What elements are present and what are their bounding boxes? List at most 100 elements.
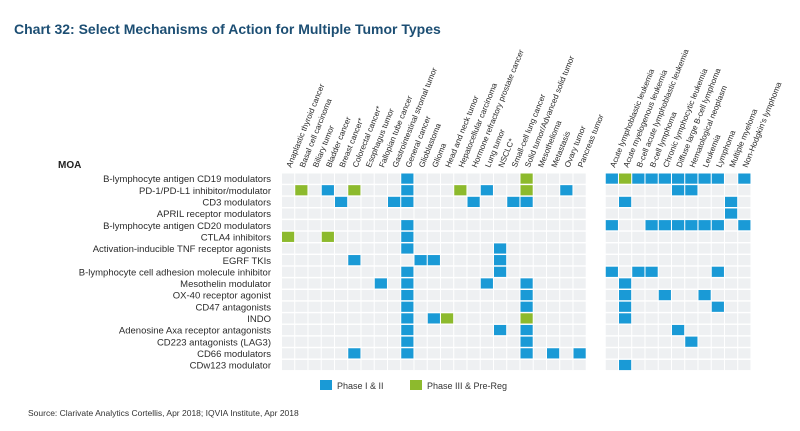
heatmap-cell-empty [547, 243, 560, 254]
heatmap-cell-empty [321, 208, 334, 219]
heatmap-cell-empty [547, 290, 560, 301]
heatmap-cell-empty [672, 348, 685, 359]
heatmap-cell-empty [658, 278, 671, 289]
heatmap-cell-empty [698, 255, 711, 266]
heatmap-cell-empty [725, 278, 738, 289]
heatmap-cell-empty [335, 336, 348, 347]
heatmap-cell-empty [494, 313, 507, 324]
heatmap-cell-filled [494, 324, 507, 336]
heatmap-cell-filled [711, 220, 724, 231]
heatmap-cell-empty [560, 301, 573, 312]
heatmap-cell-empty [711, 196, 724, 207]
heatmap-cell-empty [725, 231, 738, 242]
heatmap-cell-empty [573, 243, 586, 254]
heatmap-cell-empty [685, 290, 698, 301]
heatmap-cell-empty [361, 173, 374, 184]
heatmap-cell-empty [632, 324, 645, 336]
heatmap-cell-empty [605, 278, 618, 289]
heatmap-cell-empty [282, 196, 295, 207]
heatmap-cell-filled [685, 220, 698, 231]
heatmap-cell-empty [361, 324, 374, 336]
heatmap-cell-empty [335, 266, 348, 277]
heatmap-cell-empty [467, 185, 480, 196]
heatmap-cell-empty [427, 185, 440, 196]
heatmap-cell-empty [507, 231, 520, 242]
row-label: B-lymphocyte antigen CD19 modulators [103, 174, 271, 185]
heatmap-cell-filled [698, 173, 711, 184]
heatmap-cell-filled [658, 220, 671, 231]
heatmap-cell-empty [507, 173, 520, 184]
heatmap-cell-empty [658, 208, 671, 219]
heatmap-cell-empty [507, 324, 520, 336]
heatmap-cell-empty [467, 173, 480, 184]
heatmap-cell-empty [685, 266, 698, 277]
heatmap-cell-empty [295, 266, 308, 277]
heatmap-cell-filled [401, 278, 414, 289]
heatmap-cell-filled [520, 290, 533, 301]
heatmap-cell-empty [645, 336, 658, 347]
heatmap-cell-filled [520, 185, 533, 196]
heatmap-cell-empty [282, 185, 295, 196]
heatmap-cell-filled [321, 231, 334, 242]
heatmap-cell-empty [321, 278, 334, 289]
heatmap-cell-empty [547, 173, 560, 184]
heatmap-cell-empty [738, 348, 751, 359]
heatmap-cell-empty [738, 196, 751, 207]
heatmap-cell-empty [480, 359, 493, 371]
heatmap-cell-empty [454, 359, 467, 371]
heatmap-cell-empty [427, 301, 440, 312]
heatmap-cell-filled [605, 173, 618, 184]
heatmap-cell-empty [427, 196, 440, 207]
heatmap-cell-empty [480, 301, 493, 312]
heatmap-cell-empty [308, 196, 321, 207]
heatmap-cell-empty [533, 185, 546, 196]
heatmap-cell-empty [467, 208, 480, 219]
heatmap-cell-filled [480, 185, 493, 196]
heatmap-cell-empty [547, 231, 560, 242]
heatmap-cell-empty [619, 243, 632, 254]
heatmap-cell-empty [672, 266, 685, 277]
heatmap-cell-empty [467, 301, 480, 312]
heatmap-cell-empty [605, 324, 618, 336]
heatmap-cell-empty [619, 266, 632, 277]
heatmap-cell-empty [388, 231, 401, 242]
heatmap-cell-empty [507, 185, 520, 196]
heatmap-cell-filled [725, 208, 738, 219]
heatmap-cell-empty [374, 173, 387, 184]
heatmap-cell-empty [282, 220, 295, 231]
heatmap-cell-empty [605, 196, 618, 207]
heatmap-cell-empty [321, 220, 334, 231]
row-label: B-lymphocyte antigen CD20 modulators [103, 221, 271, 232]
heatmap-cell-empty [308, 173, 321, 184]
heatmap-cell-filled [388, 196, 401, 207]
heatmap-cell-empty [348, 208, 361, 219]
heatmap-cell-empty [494, 173, 507, 184]
heatmap-cell-empty [533, 196, 546, 207]
heatmap-cell-empty [507, 348, 520, 359]
heatmap-cell-empty [374, 301, 387, 312]
heatmap-cell-empty [308, 359, 321, 371]
heatmap-cell-empty [441, 196, 454, 207]
heatmap-cell-empty [321, 324, 334, 336]
moa-header: MOA [58, 160, 81, 171]
heatmap-cell-empty [321, 196, 334, 207]
heatmap-cell-empty [374, 313, 387, 324]
heatmap-cell-empty [295, 220, 308, 231]
heatmap-cell-empty [467, 243, 480, 254]
heatmap-cell-empty [401, 255, 414, 266]
heatmap-cell-empty [480, 348, 493, 359]
heatmap-cell-empty [619, 324, 632, 336]
heatmap-cell-empty [725, 348, 738, 359]
heatmap-cell-empty [533, 173, 546, 184]
heatmap-cell-empty [738, 231, 751, 242]
heatmap-cell-empty [441, 220, 454, 231]
heatmap-cell-filled [427, 255, 440, 266]
heatmap-cell-empty [480, 173, 493, 184]
heatmap-cell-empty [454, 324, 467, 336]
heatmap-cell-empty [520, 208, 533, 219]
heatmap-cell-empty [494, 278, 507, 289]
heatmap-cell-empty [725, 266, 738, 277]
heatmap-cell-empty [335, 290, 348, 301]
heatmap-cell-empty [725, 359, 738, 371]
heatmap-cell-empty [698, 313, 711, 324]
